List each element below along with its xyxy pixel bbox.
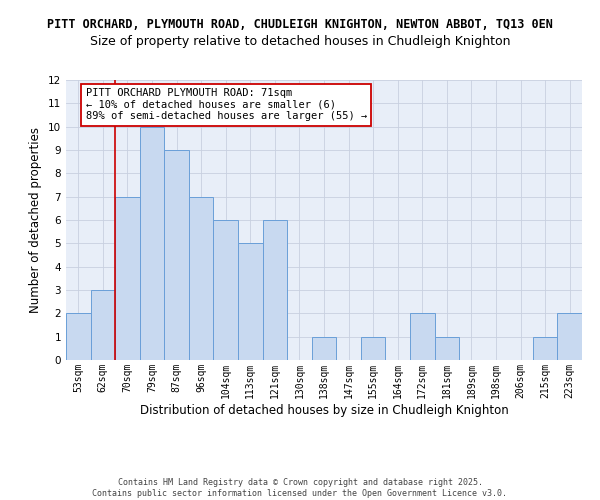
Bar (164, 150, 189, 360)
Bar (91, 290, 115, 360)
Bar (189, 196, 214, 360)
X-axis label: Distribution of detached houses by size in Chudleigh Knighton: Distribution of detached houses by size … (140, 404, 508, 416)
Y-axis label: Number of detached properties: Number of detached properties (29, 127, 43, 313)
Bar (115, 196, 140, 360)
Bar (140, 126, 164, 360)
Text: PITT ORCHARD PLYMOUTH ROAD: 71sqm
← 10% of detached houses are smaller (6)
89% o: PITT ORCHARD PLYMOUTH ROAD: 71sqm ← 10% … (86, 88, 367, 122)
Bar (238, 244, 263, 360)
Text: Size of property relative to detached houses in Chudleigh Knighton: Size of property relative to detached ho… (90, 35, 510, 48)
Text: PITT ORCHARD, PLYMOUTH ROAD, CHUDLEIGH KNIGHTON, NEWTON ABBOT, TQ13 0EN: PITT ORCHARD, PLYMOUTH ROAD, CHUDLEIGH K… (47, 18, 553, 30)
Bar (66, 314, 91, 360)
Bar (361, 336, 385, 360)
Bar (214, 220, 238, 360)
Bar (312, 336, 336, 360)
Text: Contains HM Land Registry data © Crown copyright and database right 2025.
Contai: Contains HM Land Registry data © Crown c… (92, 478, 508, 498)
Bar (533, 336, 557, 360)
Bar (557, 314, 582, 360)
Bar (263, 220, 287, 360)
Bar (434, 336, 459, 360)
Bar (410, 314, 434, 360)
